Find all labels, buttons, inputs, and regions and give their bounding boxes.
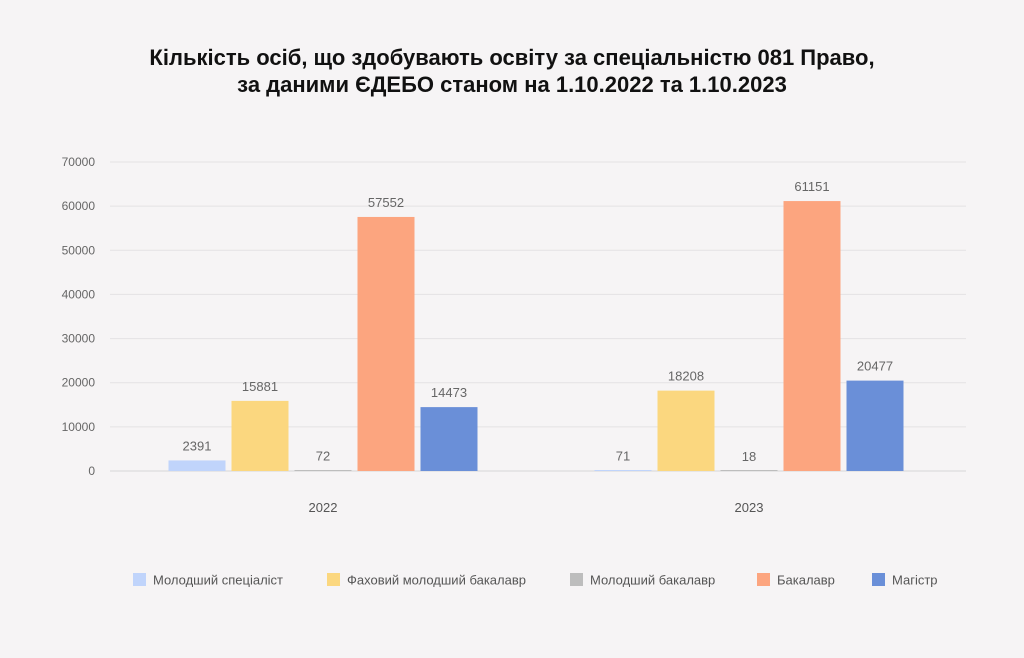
bar: [168, 460, 226, 471]
data-label: 2391: [183, 438, 212, 453]
legend-label: Молодший спеціаліст: [153, 573, 283, 588]
bar: [657, 390, 715, 471]
legend-label: Молодший бакалавр: [590, 573, 715, 588]
bar: [720, 470, 778, 471]
legend-swatch: [757, 573, 770, 586]
chart-title-line-1: Кількість осіб, що здобувають освіту за …: [149, 45, 875, 70]
legend-label: Фаховий молодший бакалавр: [347, 573, 526, 588]
bar: [846, 380, 904, 471]
data-label: 61151: [794, 179, 829, 194]
bar: [420, 407, 478, 471]
legend-swatch: [327, 573, 340, 586]
data-label: 72: [316, 449, 330, 464]
chart-title-line-2: за даними ЄДЕБО станом на 1.10.2022 та 1…: [237, 72, 787, 97]
y-tick-label: 30000: [62, 332, 96, 346]
bar: [357, 216, 415, 471]
data-label: 15881: [242, 379, 278, 394]
data-label: 20477: [857, 359, 893, 374]
chart-title: Кількість осіб, що здобувають освіту за …: [0, 44, 1024, 98]
y-tick-label: 50000: [62, 243, 96, 257]
y-tick-label: 60000: [62, 199, 96, 213]
legend-swatch: [570, 573, 583, 586]
legend-label: Магістр: [892, 573, 938, 588]
data-label: 14473: [431, 385, 467, 400]
data-label: 57552: [368, 195, 404, 210]
data-label: 18208: [668, 369, 704, 384]
y-tick-label: 10000: [62, 420, 96, 434]
y-tick-label: 40000: [62, 287, 96, 301]
bar: [594, 470, 652, 471]
x-category-label: 2022: [309, 500, 338, 515]
y-tick-label: 20000: [62, 376, 96, 390]
data-label: 18: [742, 449, 756, 464]
legend-label: Бакалавр: [777, 573, 835, 588]
legend-swatch: [872, 573, 885, 586]
legend-swatch: [133, 573, 146, 586]
data-label: 71: [616, 449, 630, 464]
y-tick-label: 0: [88, 464, 95, 478]
y-tick-label: 70000: [62, 155, 96, 169]
bar: [294, 470, 352, 471]
bar: [231, 400, 289, 471]
x-category-label: 2023: [735, 500, 764, 515]
bar: [783, 201, 841, 471]
